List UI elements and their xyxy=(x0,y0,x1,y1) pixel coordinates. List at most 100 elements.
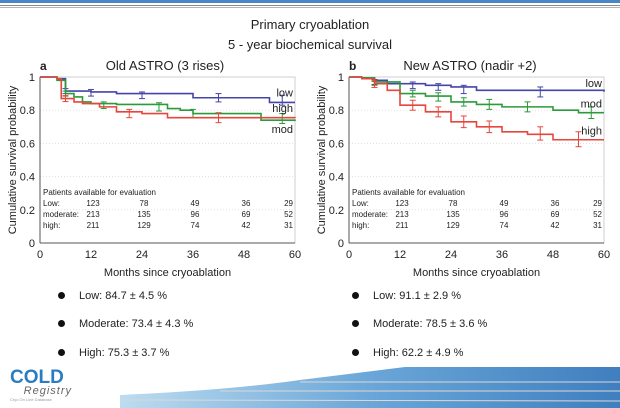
series-line-moderate xyxy=(349,76,604,114)
bullet-icon xyxy=(58,319,65,327)
series-label-high: high xyxy=(581,126,602,138)
top-divider xyxy=(0,5,620,6)
at-risk-value: 31 xyxy=(284,221,293,230)
y-tick-label: 0.8 xyxy=(20,105,35,117)
bullet-icon xyxy=(58,348,65,356)
at-risk-value: 42 xyxy=(551,221,560,230)
at-risk-value: 49 xyxy=(191,199,200,208)
at-risk-row-label: high: xyxy=(43,221,60,230)
summary-item: Moderate: 73.4 ± 4.3 % xyxy=(58,318,193,330)
summary-text: High: 62.2 ± 4.9 % xyxy=(373,347,464,359)
at-risk-value: 129 xyxy=(137,221,151,230)
at-risk-value: 78 xyxy=(449,199,458,208)
series-label-low: low xyxy=(276,87,293,99)
bullet-icon xyxy=(352,319,359,327)
logo-tagline: Cryo On Line Database xyxy=(10,397,52,402)
summary-text: Moderate: 73.4 ± 4.3 % xyxy=(79,318,194,330)
at-risk-heading: Patients available for evaluation xyxy=(43,188,156,197)
panel-title: New ASTRO (nadir +2) xyxy=(403,58,536,73)
at-risk-value: 96 xyxy=(191,210,200,219)
at-risk-value: 96 xyxy=(500,210,509,219)
at-risk-row-label: moderate: xyxy=(43,210,79,219)
summary-item: Low: 84.7 ± 4.5 % xyxy=(58,290,167,302)
y-tick-label: 0.8 xyxy=(329,105,344,117)
at-risk-value: 135 xyxy=(137,210,151,219)
at-risk-value: 74 xyxy=(500,221,509,230)
at-risk-value: 69 xyxy=(242,210,251,219)
cold-registry-logo: COLD Registry Cryo On Line Database xyxy=(10,368,72,402)
y-tick-label: 0.2 xyxy=(329,205,344,217)
at-risk-value: 36 xyxy=(242,199,251,208)
panel-title: Old ASTRO (3 rises) xyxy=(106,58,224,73)
top-divider-secondary xyxy=(0,7,620,8)
at-risk-row-label: Low: xyxy=(43,199,60,208)
at-risk-value: 42 xyxy=(242,221,251,230)
bottom-wave-band xyxy=(119,367,620,408)
survival-charts: a Old ASTRO (3 rises) 0 0.2 0.4 0.6 0.8 1 0 12 24 3… xyxy=(7,58,610,279)
series-label-moderate: mod xyxy=(581,99,602,111)
at-risk-value: 52 xyxy=(284,210,293,219)
x-tick-label: 24 xyxy=(445,249,457,261)
bullet-icon xyxy=(352,348,359,356)
at-risk-value: 69 xyxy=(551,210,560,219)
x-axis-label: Months since cryoablation xyxy=(104,267,231,279)
top-brand-band xyxy=(0,0,620,3)
at-risk-value: 213 xyxy=(395,210,409,219)
at-risk-value: 74 xyxy=(191,221,200,230)
at-risk-value: 211 xyxy=(87,221,100,230)
at-risk-value: 135 xyxy=(446,210,460,219)
series-label-moderate: mod xyxy=(272,124,293,136)
at-risk-value: 29 xyxy=(593,199,602,208)
summary-item: Low: 91.1 ± 2.9 % xyxy=(352,290,461,302)
bullet-icon xyxy=(58,291,65,299)
at-risk-value: 213 xyxy=(86,210,100,219)
at-risk-value: 78 xyxy=(140,199,149,208)
series-label-low: low xyxy=(585,78,602,90)
panel-letter: a xyxy=(40,59,47,73)
summary-item: High: 75.3 ± 3.7 % xyxy=(58,347,169,359)
x-tick-label: 12 xyxy=(85,249,97,261)
at-risk-value: 129 xyxy=(446,221,460,230)
at-risk-row-label: high: xyxy=(352,221,369,230)
x-tick-label: 60 xyxy=(598,249,610,261)
panel-letter: b xyxy=(349,59,356,73)
series-line-high xyxy=(40,76,296,119)
series-label-high: high xyxy=(272,103,293,115)
x-tick-label: 24 xyxy=(136,249,148,261)
y-tick-label: 0 xyxy=(338,238,344,250)
at-risk-value: 123 xyxy=(86,199,100,208)
x-axis-label: Months since cryoablation xyxy=(413,267,540,279)
at-risk-value: 36 xyxy=(551,199,560,208)
x-tick-label: 36 xyxy=(187,249,199,261)
x-tick-label: 36 xyxy=(496,249,508,261)
summary-text: Moderate: 78.5 ± 3.6 % xyxy=(373,318,488,330)
y-tick-label: 0.4 xyxy=(20,172,35,184)
y-axis-label: Cumulative survival probability xyxy=(316,85,328,234)
y-tick-label: 0.6 xyxy=(329,138,344,150)
summary-text: Low: 91.1 ± 2.9 % xyxy=(373,290,461,302)
y-tick-label: 1 xyxy=(29,72,35,84)
series-line-low xyxy=(40,76,295,104)
y-tick-label: 0 xyxy=(29,238,35,250)
summary-item: High: 62.2 ± 4.9 % xyxy=(352,347,463,359)
slide-subtitle: 5 - year biochemical survival xyxy=(227,37,392,52)
x-tick-label: 60 xyxy=(289,249,301,261)
y-tick-label: 0.4 xyxy=(329,172,344,184)
at-risk-value: 31 xyxy=(593,221,602,230)
y-tick-label: 1 xyxy=(338,72,344,84)
y-tick-label: 0.6 xyxy=(20,138,35,150)
summary-item: Moderate: 78.5 ± 3.6 % xyxy=(352,318,487,330)
at-risk-value: 29 xyxy=(284,199,293,208)
at-risk-row-label: Low: xyxy=(352,199,369,208)
summary-text: Low: 84.7 ± 4.5 % xyxy=(79,290,167,302)
at-risk-value: 123 xyxy=(395,199,409,208)
x-tick-label: 0 xyxy=(37,249,43,261)
x-tick-label: 0 xyxy=(346,249,352,261)
at-risk-value: 211 xyxy=(396,221,409,230)
series-line-moderate xyxy=(40,76,296,122)
y-axis-label: Cumulative survival probability xyxy=(7,85,19,234)
bullet-icon xyxy=(352,291,359,299)
x-tick-label: 48 xyxy=(238,249,250,261)
y-tick-label: 0.2 xyxy=(20,205,35,217)
logo-registry: Registry xyxy=(23,385,72,397)
